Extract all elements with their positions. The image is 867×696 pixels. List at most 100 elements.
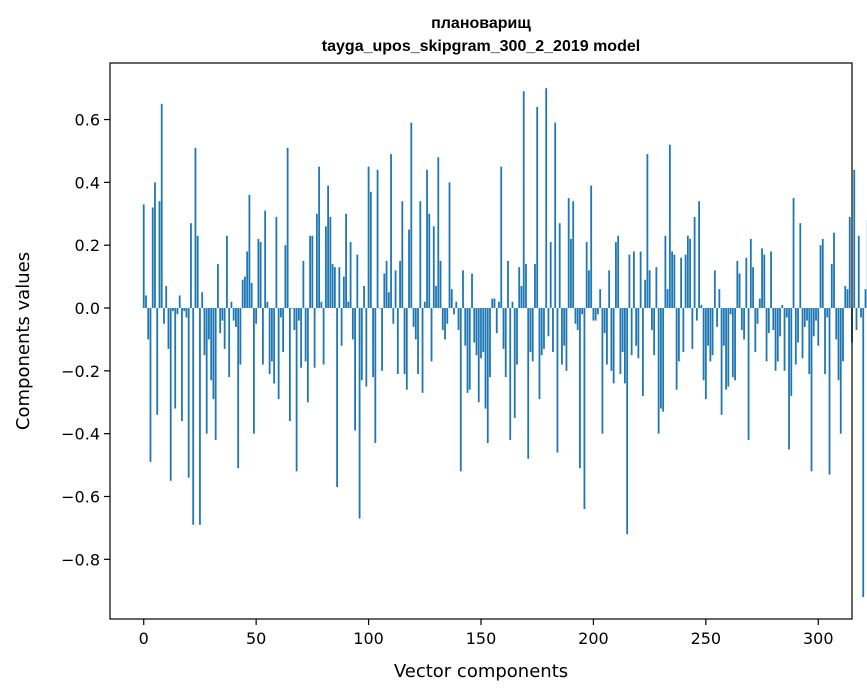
bar — [576, 308, 579, 331]
bar — [540, 308, 543, 356]
bar — [646, 154, 649, 309]
bar — [340, 308, 343, 346]
bar — [156, 308, 159, 415]
bar — [142, 204, 145, 309]
bar — [421, 308, 424, 393]
bar — [797, 308, 799, 343]
bar — [747, 308, 750, 440]
bar — [601, 308, 604, 434]
bar — [484, 308, 487, 409]
bar — [295, 308, 298, 472]
bar — [246, 251, 249, 309]
bar — [336, 308, 338, 488]
bar — [235, 308, 237, 327]
bar — [471, 273, 473, 309]
bar — [250, 282, 253, 309]
bar — [331, 264, 334, 309]
bar — [158, 201, 161, 309]
bar — [374, 308, 377, 444]
chart-subtitle: tayga_upos_skipgram_300_2_2019 model — [322, 38, 640, 55]
bar — [318, 166, 321, 309]
bar — [594, 308, 597, 321]
bar — [815, 308, 817, 321]
bar — [677, 308, 680, 362]
bar — [518, 267, 521, 309]
bar — [151, 207, 154, 309]
bar — [205, 308, 208, 434]
bar — [547, 308, 550, 337]
bar — [291, 308, 294, 309]
bar — [655, 267, 658, 309]
bar — [217, 264, 219, 309]
bar — [689, 238, 692, 309]
x-tick-label: 200 — [578, 629, 609, 648]
bar — [160, 103, 163, 309]
bar — [819, 245, 822, 309]
bar — [486, 308, 489, 444]
bar — [495, 308, 498, 334]
bar — [338, 267, 341, 309]
bar — [606, 308, 608, 365]
bar — [522, 91, 525, 309]
bar — [799, 223, 802, 309]
bar — [848, 216, 851, 309]
bar — [668, 144, 671, 309]
bar — [711, 308, 714, 356]
bar — [309, 235, 312, 309]
bar — [774, 308, 777, 371]
bar — [226, 235, 228, 309]
bar — [493, 298, 496, 309]
bar — [500, 166, 503, 309]
bar — [785, 308, 788, 318]
bar — [545, 88, 548, 309]
bar — [525, 264, 527, 309]
bar — [833, 232, 835, 309]
bar — [534, 264, 536, 309]
y-tick-label: −0.6 — [61, 487, 100, 506]
bar — [754, 308, 757, 352]
bar — [624, 308, 626, 384]
bar — [570, 238, 572, 309]
bar — [219, 308, 222, 334]
bar — [610, 308, 613, 371]
bar — [603, 308, 606, 334]
bar — [628, 254, 631, 309]
bar — [743, 308, 745, 340]
bar — [266, 301, 269, 309]
bar — [482, 308, 485, 352]
bar — [324, 226, 327, 309]
bar — [736, 260, 739, 309]
bar — [293, 308, 296, 331]
bar — [367, 166, 370, 309]
bar — [306, 308, 309, 403]
bar — [756, 308, 759, 324]
bar — [264, 210, 267, 309]
bar — [356, 254, 359, 309]
bar — [199, 308, 201, 525]
bar — [268, 308, 271, 374]
bar — [401, 201, 404, 309]
bar — [516, 308, 518, 365]
bar — [650, 308, 653, 331]
bar — [561, 308, 563, 365]
chart-title: плановарищ — [431, 15, 531, 32]
bar — [259, 242, 262, 309]
bar — [363, 286, 365, 309]
bar — [354, 308, 356, 431]
bar — [255, 308, 258, 324]
y-tick-label: 0.0 — [75, 299, 100, 318]
bar-series — [142, 88, 867, 598]
y-tick-label: 0.4 — [75, 173, 100, 192]
bar — [403, 308, 406, 374]
bar — [729, 308, 732, 315]
bar — [284, 245, 287, 309]
bar — [758, 298, 761, 309]
bar — [722, 308, 725, 346]
bar — [462, 270, 464, 309]
bar — [686, 235, 689, 309]
bar — [639, 251, 642, 309]
bar — [707, 308, 709, 346]
bar — [394, 270, 397, 309]
bar — [597, 308, 599, 315]
bar — [387, 292, 390, 309]
